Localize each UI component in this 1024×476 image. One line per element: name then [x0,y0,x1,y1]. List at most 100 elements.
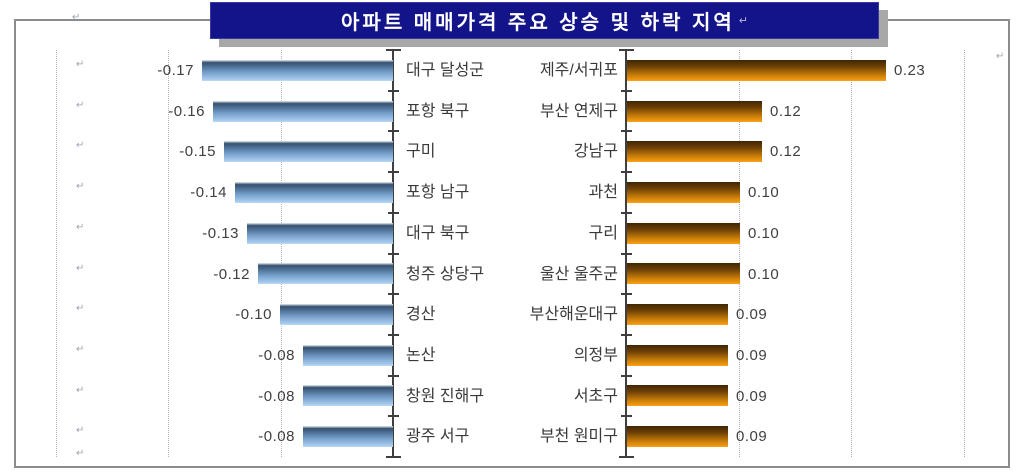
chart-title: 아파트 매매가격 주요 상승 및 하락 지역 [341,12,735,34]
fall-value-label: -0.12 [213,265,250,283]
paragraph-mark-icon: ↵ [738,15,748,27]
fall-bar [213,100,393,122]
fall-axis-tick [387,333,399,336]
rise-axis-tick [620,211,632,214]
paragraph-mark-icon: ↵ [76,303,85,315]
fall-category-label: 포항 남구 [406,184,470,202]
rise-category-label: 서초구 [573,387,618,405]
fall-axis-tick [385,456,401,458]
rise-bar [627,141,762,163]
fall-category-label: 구미 [406,143,436,161]
rise-value-label: 0.09 [736,346,768,364]
fall-value-label: -0.16 [168,102,205,120]
rise-bar [627,304,728,326]
fall-axis-tick [387,374,399,377]
rise-value-label: 0.09 [736,428,768,446]
paragraph-mark-icon: ↵ [76,221,85,233]
fall-value-label: -0.14 [190,184,227,202]
rise-axis-tick [620,89,632,92]
paragraph-mark-icon: ↵ [76,99,85,111]
fall-axis-tick [387,130,399,133]
rise-value-label: 0.09 [736,387,768,405]
rise-bar [627,385,728,407]
rise-value-label: 0.12 [770,102,802,120]
rise-category-label: 부산해운대구 [529,306,618,324]
fall-category-label: 청주 상당구 [406,265,485,283]
gridline-right [851,50,852,457]
rise-bar [627,222,740,244]
paragraph-mark-icon: ↵ [996,51,1005,62]
fall-bar [235,181,393,203]
rise-category-label: 제주/서귀포 [539,62,618,79]
fall-category-label: 대구 달성군 [406,62,485,79]
fall-value-label: -0.08 [258,346,295,364]
paragraph-mark-icon: ↵ [76,181,85,193]
gridline-right [963,50,965,457]
rise-axis-tick [620,374,632,377]
rise-axis-tick [620,252,632,255]
rise-axis-tick [618,456,634,458]
fall-axis-tick [387,211,399,214]
fall-value-label: -0.17 [157,62,194,79]
rise-value-label: 0.09 [736,306,768,324]
fall-bar [303,385,393,407]
gridline-left [280,50,282,457]
fall-value-label: -0.08 [258,428,295,446]
rise-axis-tick [620,130,632,133]
fall-category-label: 포항 북구 [406,102,470,120]
fall-category-label: 논산 [406,346,436,364]
rise-axis-tick [620,171,632,174]
rise-axis-tick [618,49,634,51]
gridline-left [168,50,169,457]
rise-axis-tick [620,333,632,336]
paragraph-mark-icon: ↵ [76,448,85,459]
rise-bar [627,181,740,203]
fall-value-label: -0.08 [258,387,295,405]
paragraph-mark-icon: ↵ [76,384,85,396]
rise-value-label: 0.10 [748,184,780,202]
rise-value-label: 0.12 [770,143,802,161]
rise-category-label: 부천 원미구 [539,428,618,446]
paragraph-mark-icon: ↵ [72,12,81,23]
fall-value-label: -0.15 [179,143,216,161]
fall-bar [224,141,393,163]
fall-category-label: 대구 북구 [406,224,470,242]
rise-category-label: 의정부 [573,346,618,364]
fall-value-label: -0.13 [202,224,239,242]
fall-bar [258,263,393,285]
paragraph-mark-icon: ↵ [76,262,85,274]
rise-category-label: 울산 울주군 [539,265,618,283]
paragraph-mark-icon: ↵ [76,425,85,437]
fall-axis-tick [387,171,399,174]
rise-bar [627,59,886,81]
rise-bar [627,100,762,122]
fall-bar [280,304,393,326]
rise-bar [627,426,728,448]
fall-bar [303,426,393,448]
gridline-left [55,50,57,457]
fall-axis-tick [385,49,401,51]
fall-axis-tick [387,89,399,92]
fall-category-label: 창원 진해구 [406,387,485,405]
fall-axis-tick [387,252,399,255]
rise-category-label: 부산 연제구 [539,102,618,120]
paragraph-mark-icon: ↵ [76,59,85,70]
fall-value-label: -0.10 [235,306,272,324]
fall-axis-tick [387,415,399,418]
fall-category-label: 경산 [406,306,436,324]
rise-bar [627,344,728,366]
fall-category-label: 광주 서구 [406,428,470,446]
chart-title-bar: 아파트 매매가격 주요 상승 및 하락 지역 ↵ [210,2,879,39]
rise-category-label: 강남구 [573,143,618,161]
paragraph-mark-icon: ↵ [76,140,85,152]
fall-bar [247,222,393,244]
rise-bar [627,263,740,285]
rise-category-label: 구리 [588,224,618,242]
rise-value-label: 0.23 [894,62,926,79]
fall-axis-tick [387,293,399,296]
rise-value-label: 0.10 [748,224,780,242]
rise-category-label: 과천 [588,184,618,202]
gridline-right [738,50,740,457]
